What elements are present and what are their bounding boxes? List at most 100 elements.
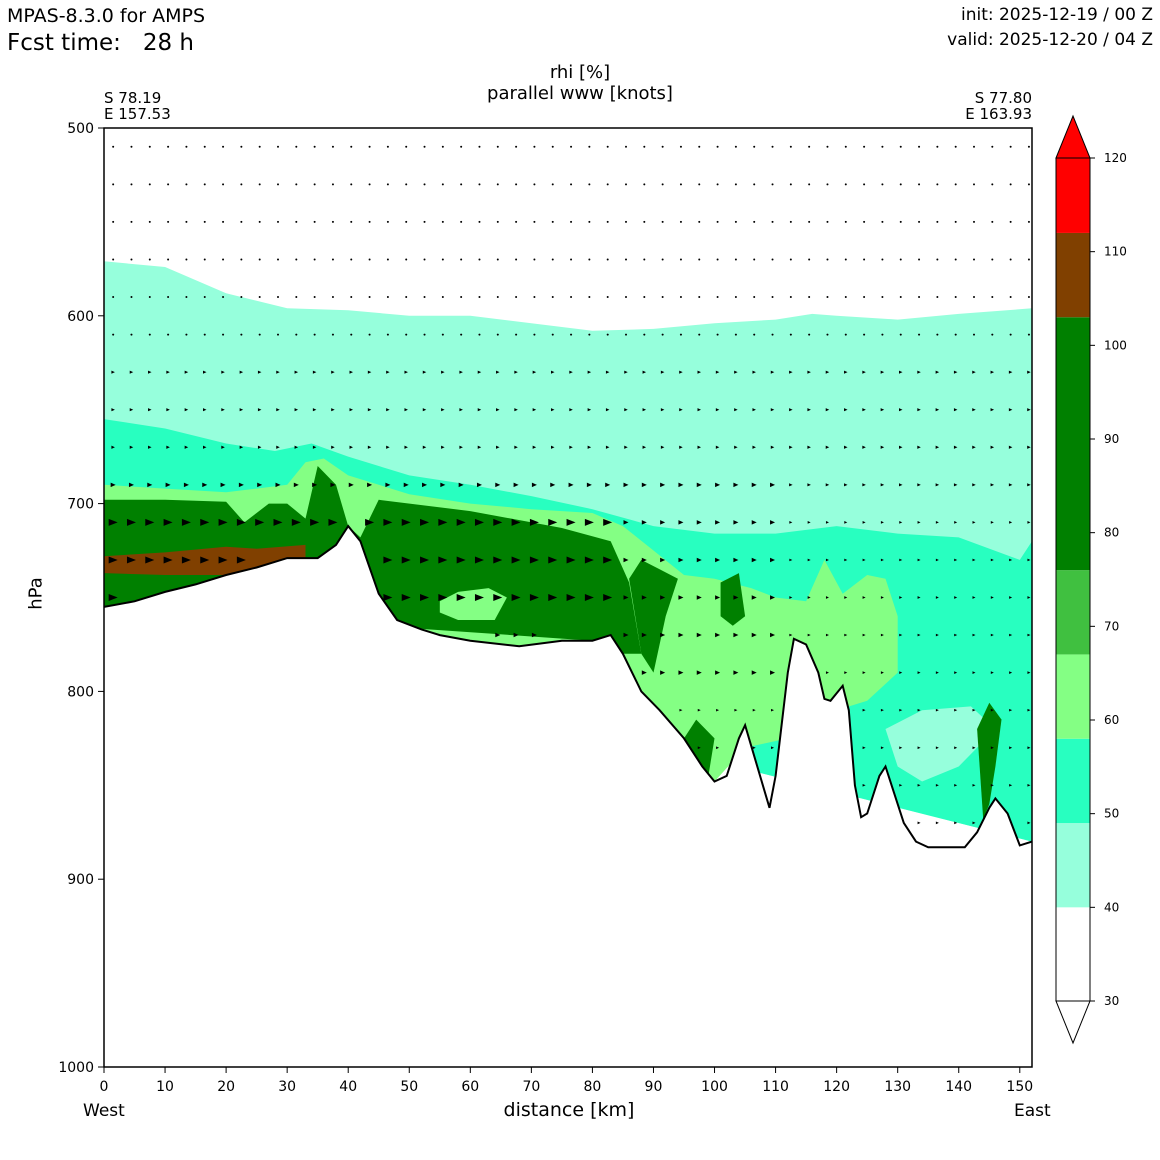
wind-vector bbox=[734, 408, 738, 412]
wind-vector bbox=[515, 220, 518, 223]
wind-vector bbox=[441, 145, 444, 148]
wind-vector bbox=[383, 594, 393, 601]
wind-vector bbox=[165, 482, 171, 488]
wind-vector bbox=[588, 183, 591, 186]
wind-vector bbox=[643, 145, 646, 148]
wind-vector bbox=[533, 258, 536, 261]
wind-vector bbox=[257, 482, 263, 488]
wind-vector bbox=[973, 258, 975, 261]
wind-vector bbox=[605, 482, 611, 488]
wind-vector bbox=[496, 296, 499, 299]
wind-vector bbox=[148, 258, 151, 261]
wind-vector bbox=[880, 483, 885, 487]
wind-vector bbox=[112, 258, 115, 261]
wind-vector bbox=[514, 370, 518, 374]
wind-vector bbox=[255, 518, 265, 526]
wind-vector bbox=[734, 708, 738, 712]
wind-vector bbox=[715, 670, 721, 675]
wind-vector bbox=[1009, 708, 1013, 712]
wind-vector bbox=[331, 333, 334, 336]
wind-vector bbox=[423, 183, 426, 186]
wind-vector bbox=[862, 708, 866, 712]
wind-vector bbox=[753, 183, 756, 186]
wind-vector bbox=[733, 557, 739, 563]
wind-vector bbox=[350, 258, 353, 261]
wind-vector bbox=[844, 445, 848, 449]
wind-vector bbox=[401, 518, 411, 526]
wind-vector bbox=[202, 445, 207, 449]
wind-vector bbox=[643, 296, 646, 299]
wind-vector bbox=[166, 445, 170, 449]
wind-vector bbox=[511, 556, 521, 564]
wind-vector bbox=[495, 482, 501, 488]
wind-vector bbox=[277, 220, 279, 223]
colorbar-tick-label: 40 bbox=[1104, 900, 1119, 914]
wind-vector bbox=[990, 671, 994, 674]
wind-vector bbox=[771, 333, 774, 336]
wind-vector bbox=[678, 670, 684, 675]
wind-vector bbox=[496, 183, 499, 186]
wind-vector bbox=[458, 482, 464, 488]
wind-vector bbox=[733, 670, 739, 675]
wind-vector bbox=[145, 556, 155, 564]
wind-vector bbox=[1027, 333, 1030, 336]
y-tick-label: 1000 bbox=[58, 1060, 94, 1076]
wind-vector bbox=[349, 445, 354, 449]
wind-vector bbox=[641, 482, 647, 488]
wind-vector bbox=[789, 220, 792, 223]
wind-vector bbox=[404, 408, 408, 412]
wind-vector bbox=[148, 333, 151, 336]
wind-vector bbox=[477, 445, 482, 449]
wind-vector bbox=[533, 183, 536, 186]
wind-vector bbox=[716, 145, 719, 148]
wind-vector bbox=[825, 408, 830, 412]
wind-vector bbox=[203, 258, 206, 261]
wind-vector bbox=[716, 746, 720, 750]
colorbar-tick-label: 60 bbox=[1104, 713, 1119, 727]
colorbar-extend-bottom bbox=[1055, 1000, 1091, 1045]
wind-vector bbox=[584, 556, 594, 564]
wind-vector bbox=[313, 145, 316, 148]
wind-vector bbox=[605, 408, 610, 412]
wind-vector bbox=[991, 183, 994, 186]
wind-vector bbox=[753, 220, 756, 223]
wind-vector bbox=[529, 594, 539, 601]
wind-vector bbox=[365, 518, 375, 526]
wind-vector bbox=[936, 296, 939, 299]
wind-vector bbox=[386, 445, 390, 449]
wind-vector bbox=[295, 258, 298, 261]
wind-vector bbox=[460, 183, 463, 186]
wind-vector bbox=[1009, 783, 1013, 787]
wind-vector bbox=[789, 408, 793, 412]
wind-vector bbox=[148, 183, 151, 186]
wind-vector bbox=[678, 482, 684, 488]
wind-vector bbox=[716, 258, 719, 261]
wind-vector bbox=[936, 145, 939, 148]
wind-vector bbox=[184, 408, 189, 412]
wind-vector bbox=[678, 557, 684, 563]
terrain-line bbox=[104, 524, 1032, 849]
wind-vector bbox=[899, 558, 903, 562]
wind-vector bbox=[148, 408, 152, 412]
wind-vector bbox=[752, 708, 756, 712]
wind-vector bbox=[623, 520, 629, 525]
wind-vector bbox=[770, 632, 776, 638]
wind-vector bbox=[293, 482, 299, 488]
wind-vector bbox=[899, 145, 902, 148]
wind-vector bbox=[368, 258, 371, 261]
wind-vector bbox=[441, 183, 444, 186]
wind-vector bbox=[349, 370, 354, 374]
wind-vector bbox=[588, 296, 591, 299]
wind-vector bbox=[460, 258, 463, 261]
wind-vector bbox=[661, 296, 664, 299]
wind-vector bbox=[239, 445, 244, 449]
forecast-time-label: Fcst time: bbox=[7, 30, 121, 56]
wind-vector bbox=[368, 183, 371, 186]
left-point-coords: S 78.19 E 157.53 bbox=[104, 90, 171, 122]
wind-vector bbox=[808, 220, 811, 223]
wind-vector bbox=[973, 296, 975, 299]
wind-vector bbox=[715, 445, 720, 449]
wind-vector bbox=[474, 556, 484, 564]
wind-vector bbox=[789, 258, 792, 261]
wind-vector bbox=[826, 220, 829, 223]
